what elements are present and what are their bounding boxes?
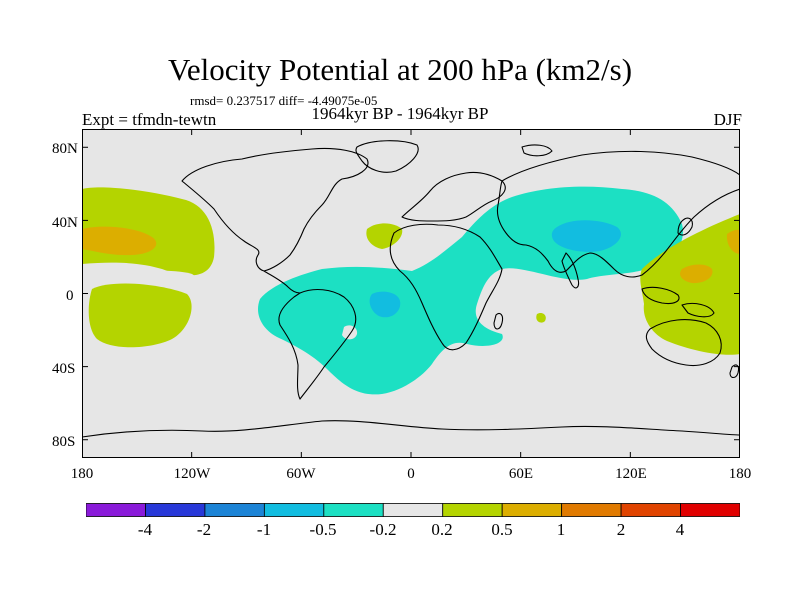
colorbar-box-2 bbox=[204, 503, 265, 517]
colorbar-label-2: 2 bbox=[616, 520, 626, 539]
experiment-label: Expt = tfmdn-tewtn bbox=[82, 110, 217, 129]
contour-pos-indian bbox=[536, 312, 546, 323]
colorbar-box-4 bbox=[323, 503, 384, 517]
colorbar bbox=[86, 503, 740, 517]
contour-pos-spacific bbox=[88, 283, 192, 348]
colorbar-box-3 bbox=[263, 503, 325, 517]
plot-title: Velocity Potential at 200 hPa (km2/s) bbox=[167, 52, 633, 87]
x-tick-120w: 120W bbox=[173, 466, 211, 482]
contour-pos2-edge bbox=[726, 229, 740, 254]
contour-regions bbox=[82, 186, 740, 395]
contour-pos2-wpacific bbox=[680, 264, 713, 284]
y-tick-40n: 40N bbox=[52, 215, 78, 231]
plot-frame bbox=[82, 129, 740, 458]
x-tick-180e: 180 bbox=[728, 466, 752, 482]
y-tick-80s: 80S bbox=[52, 434, 76, 450]
season-label: DJF bbox=[713, 110, 742, 129]
y-tick-80n: 80N bbox=[52, 141, 78, 157]
coastlines bbox=[82, 140, 740, 438]
colorbar-box-0 bbox=[86, 503, 146, 517]
colorbar-box-10 bbox=[680, 503, 740, 517]
map-plot bbox=[82, 129, 740, 458]
colorbar-label-05: 0.5 bbox=[491, 520, 513, 539]
x-tick-120e: 120E bbox=[615, 466, 647, 482]
colorbar-label-4: 4 bbox=[675, 520, 685, 539]
colorbar-label-m2: -2 bbox=[196, 520, 212, 539]
colorbar-box-5 bbox=[382, 503, 444, 517]
x-tick-0: 0 bbox=[407, 466, 415, 482]
colorbar-label-m4: -4 bbox=[137, 520, 153, 539]
colorbar-label-1: 1 bbox=[556, 520, 566, 539]
x-tick-60e: 60E bbox=[508, 466, 534, 482]
colorbar-box-9 bbox=[620, 503, 681, 517]
colorbar-box-1 bbox=[145, 503, 206, 517]
contour-neg2-asia bbox=[551, 220, 621, 252]
x-tick-60w: 60W bbox=[286, 466, 316, 482]
x-tick-180w: 180 bbox=[70, 466, 94, 482]
contour-neg2-atlantic bbox=[369, 291, 401, 318]
colorbar-label-02: 0.2 bbox=[431, 520, 453, 539]
contour-pos2-npacific bbox=[82, 226, 157, 256]
y-tick-40s: 40S bbox=[52, 361, 76, 377]
colorbar-label-m1: -1 bbox=[256, 520, 272, 539]
colorbar-box-7 bbox=[501, 503, 563, 517]
contour-pos-wpacific bbox=[640, 214, 740, 355]
y-tick-0: 0 bbox=[66, 288, 74, 304]
colorbar-box-6 bbox=[442, 503, 503, 517]
period-label: 1964kyr BP - 1964kyr BP bbox=[311, 104, 489, 123]
contour-pos-nafrica bbox=[366, 223, 403, 249]
colorbar-box-8 bbox=[561, 503, 622, 517]
colorbar-label-m02: -0.2 bbox=[369, 520, 397, 539]
stats-label: rmsd= 0.237517 diff= -4.49075e-05 bbox=[190, 93, 378, 108]
colorbar-label-m05: -0.5 bbox=[309, 520, 337, 539]
